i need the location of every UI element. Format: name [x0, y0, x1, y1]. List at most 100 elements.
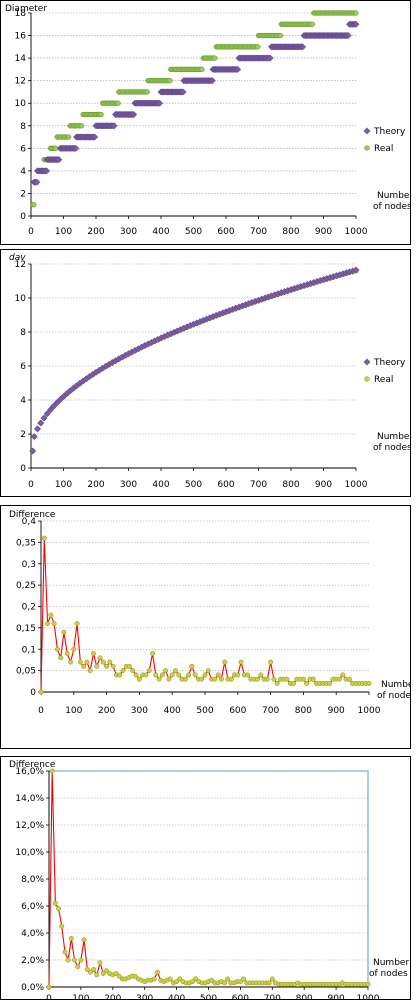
difference-point [365, 981, 371, 987]
theory-point [43, 167, 51, 175]
difference-point [65, 957, 71, 963]
difference-point [190, 979, 196, 985]
difference-point [155, 969, 160, 975]
x-tick-label: 0 [46, 994, 52, 999]
y-axis-label: Difference [9, 510, 56, 520]
x-tick-label: 400 [164, 706, 181, 716]
y-tick-label: 4,0% [21, 929, 44, 939]
difference-point [258, 672, 264, 678]
x-tick-label: 500 [200, 994, 217, 999]
legend-label-real: Real [374, 375, 393, 385]
real-point [115, 100, 121, 106]
real-point [167, 78, 173, 84]
difference-point [46, 984, 52, 990]
real-point [199, 66, 205, 72]
difference-percent-chart: 0,0% 2,0% 4,0% 6,0% 8,0% 10,0% 12,0% 14,0% 16,0%… [9, 760, 409, 999]
difference-point [84, 967, 90, 972]
difference-point [264, 676, 270, 682]
difference-point [169, 672, 175, 678]
difference-point [52, 900, 58, 906]
difference-point [68, 659, 73, 665]
theory-point [208, 77, 216, 85]
difference-point [146, 668, 152, 674]
x-tick-label: 600 [229, 706, 246, 716]
difference-point [271, 676, 277, 682]
theory-point [40, 414, 48, 422]
x-tick-label: 800 [296, 994, 313, 999]
difference-point [156, 676, 162, 682]
y-tick-label: 10 [15, 294, 27, 304]
difference-point [340, 672, 346, 678]
difference-point [143, 672, 149, 678]
difference-point [159, 672, 165, 678]
theory-point [29, 447, 37, 455]
difference-point [151, 976, 157, 982]
difference-point [337, 676, 342, 682]
y-tick-label: 0,0% [21, 983, 44, 993]
x-tick-label: 100 [72, 994, 89, 999]
y-tick-label: 18 [15, 9, 27, 19]
difference-point [97, 655, 103, 661]
real-point [309, 21, 316, 27]
x-tick-label: 700 [250, 227, 267, 237]
y-tick-label: 0 [20, 212, 26, 222]
x-tick-label: 0 [28, 227, 34, 237]
y-tick-label: 0,4 [22, 517, 37, 527]
y-tick-label: 2 [20, 430, 26, 440]
difference-point [167, 976, 173, 982]
legend-marker-theory [363, 127, 371, 135]
difference-point [199, 676, 205, 682]
difference-point [193, 976, 199, 982]
legend-label-theory: Theory [373, 358, 406, 368]
x-tick-label: 800 [282, 227, 299, 237]
difference-point [238, 659, 244, 665]
x-tick-label: 500 [196, 706, 213, 716]
real-point [353, 10, 359, 16]
theory-point [344, 32, 352, 40]
difference-point [177, 976, 183, 982]
difference-point [237, 979, 243, 985]
difference-point [182, 676, 188, 682]
difference-point [91, 967, 97, 972]
difference-point [166, 676, 172, 682]
difference-point [255, 676, 260, 682]
difference-point [212, 676, 218, 682]
y-tick-label: 16,0% [15, 767, 44, 777]
x-tick-label: 0 [28, 480, 34, 490]
difference-point [300, 676, 306, 682]
real-point [79, 123, 85, 129]
y-tick-label: 0,3 [22, 560, 36, 570]
difference-point [104, 663, 110, 669]
difference-point [75, 964, 81, 970]
difference-point [94, 972, 100, 978]
difference-point [103, 968, 109, 974]
difference-absolute-chart-panel: 0 0,05 0,1 0,15 0,2 0,25 0,3 0,35 0,4 0 100 200 300 4… [0, 505, 411, 749]
difference-point [222, 659, 228, 665]
theory-point [47, 406, 54, 414]
difference-point [41, 535, 47, 541]
x-tick-label: 600 [217, 480, 234, 490]
x-tick-label: 100 [55, 480, 72, 490]
y-tick-label: 12,0% [15, 821, 44, 831]
difference-point [228, 676, 234, 682]
difference-point [62, 949, 68, 955]
difference-point [120, 668, 126, 674]
y-tick-label: 10 [15, 99, 27, 109]
real-point [212, 55, 218, 61]
difference-point [97, 960, 103, 966]
dav-chart: 0 2 4 6 8 10 12 0 100 200 300 400 500 600 700 800 900 100… [9, 253, 410, 490]
x-tick-label: 900 [315, 227, 332, 237]
x-tick-label: 400 [152, 480, 169, 490]
difference-point [58, 655, 64, 661]
legend-label-real: Real [374, 144, 393, 154]
y-tick-label: 0,25 [16, 581, 36, 591]
x-tick-label: 1000 [357, 994, 380, 999]
difference-point [176, 672, 182, 678]
difference-point [91, 651, 96, 656]
theory-point [179, 88, 187, 96]
x-tick-label: 400 [152, 227, 169, 237]
theory-point [72, 144, 80, 152]
y-tick-label: 16 [15, 32, 27, 42]
difference-point [45, 621, 51, 627]
real-point [66, 134, 72, 140]
